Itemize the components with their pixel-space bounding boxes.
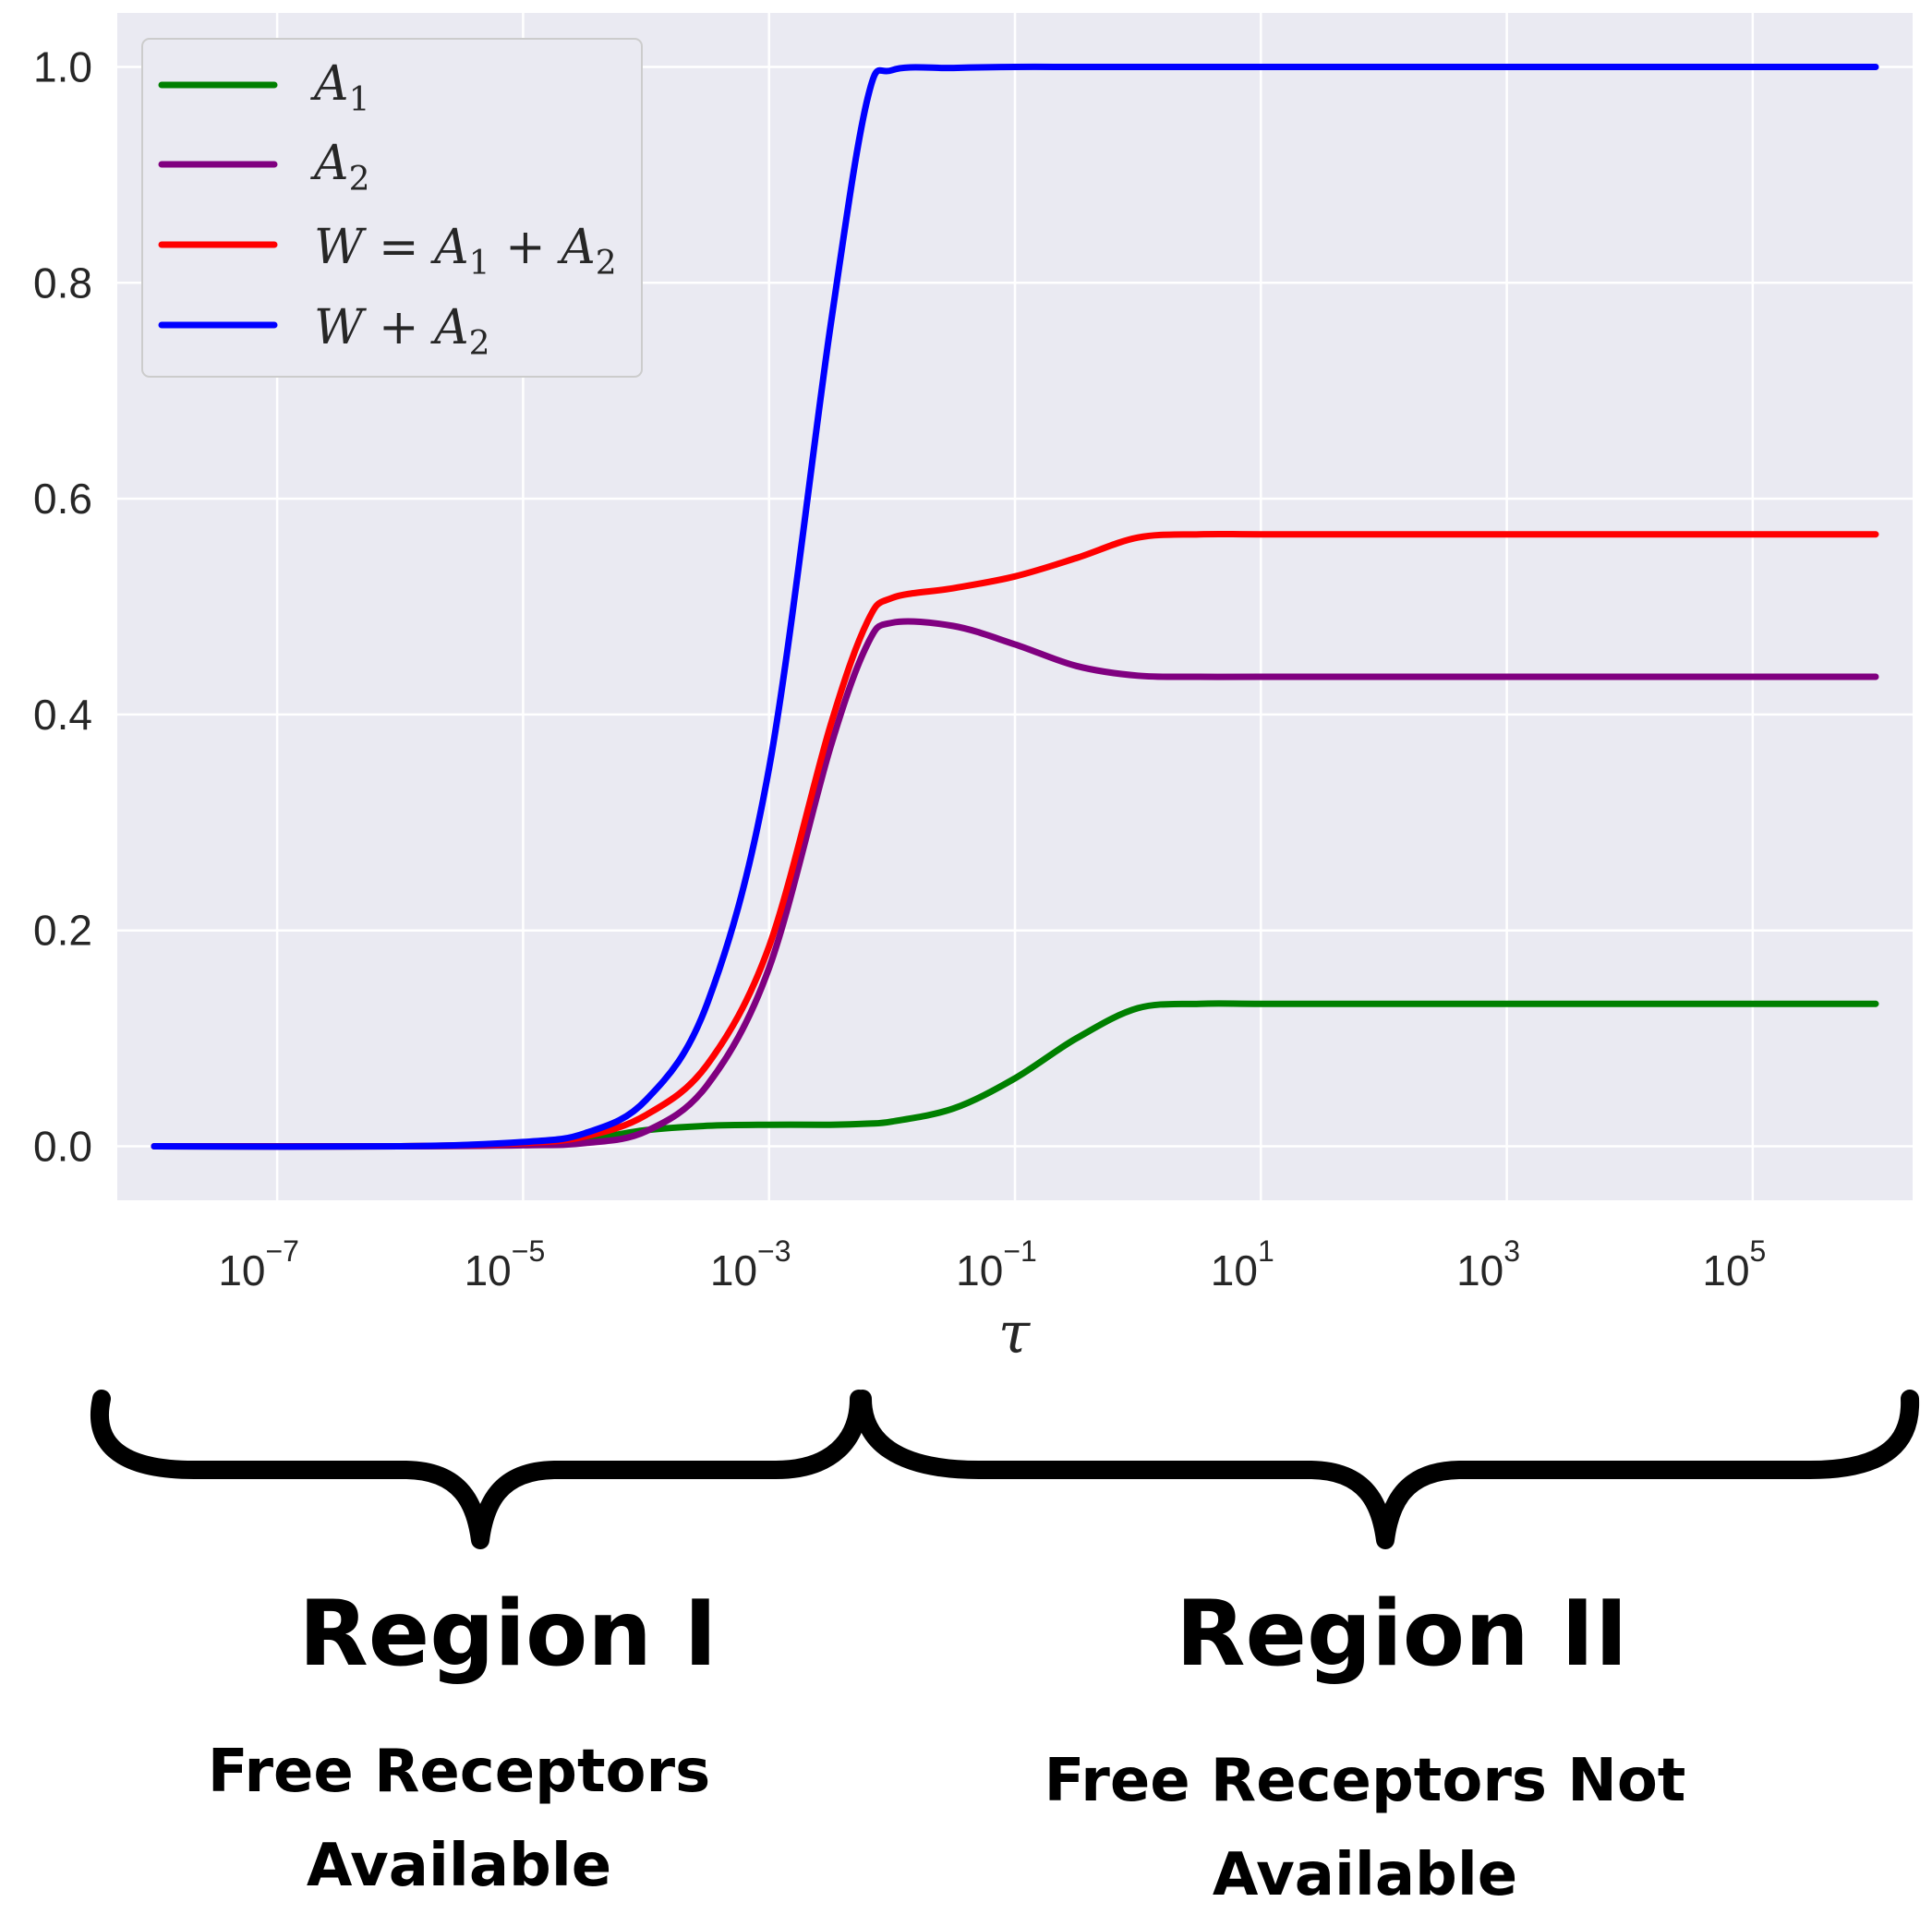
legend: A1 A2 W = A1 + A2 W + A2 (141, 38, 643, 378)
region-two-title: Region II (1176, 1582, 1628, 1687)
region-one-title: Region I (298, 1582, 717, 1687)
brace-guide (97, 1399, 1916, 1512)
x-tick-label: 105 (1702, 1234, 1766, 1294)
series-line-w-plus-a2 (151, 63, 1879, 1150)
y-tick-label: 0.6 (33, 475, 92, 523)
x-tick-label: 10−1 (956, 1234, 1037, 1294)
y-tick-label: 0.4 (33, 691, 92, 739)
series-line-a2 (151, 618, 1879, 1150)
series-lines (151, 63, 1879, 1150)
region-one-line2: Available (307, 1832, 611, 1900)
x-tick-label: 10−5 (465, 1234, 546, 1294)
y-tick-label: 0.0 (33, 1123, 92, 1171)
x-tick-label: 101 (1211, 1234, 1274, 1294)
y-tick-label: 0.2 (33, 907, 92, 955)
legend-box (141, 38, 643, 378)
x-tick-label: 10−3 (710, 1234, 791, 1294)
y-tick-labels: 0.0 0.2 0.4 0.6 0.8 1.0 (33, 42, 92, 1170)
brace-region-one (90, 1390, 868, 1549)
legend-label-w-plus-a2: W + A2 (314, 300, 490, 363)
legend-label-a1: A1 (310, 56, 369, 119)
region-one-line1: Free Receptors (208, 1738, 710, 1806)
legend-label-w: W = A1 + A2 (314, 220, 617, 283)
y-tick-label: 1.0 (33, 42, 92, 90)
region-two-line2: Available (1213, 1841, 1517, 1909)
x-axis-label: τ (998, 1299, 1032, 1366)
legend-label-a2: A2 (310, 136, 369, 199)
brace-region-two (853, 1390, 1920, 1549)
region-two-line1: Free Receptors Not (1044, 1747, 1686, 1815)
x-tick-label: 103 (1456, 1234, 1520, 1294)
x-tick-labels: 10−7 10−5 10−3 10−1 101 103 105 (218, 1234, 1766, 1294)
x-tick-label: 10−7 (218, 1234, 299, 1294)
y-tick-label: 0.8 (33, 259, 92, 307)
